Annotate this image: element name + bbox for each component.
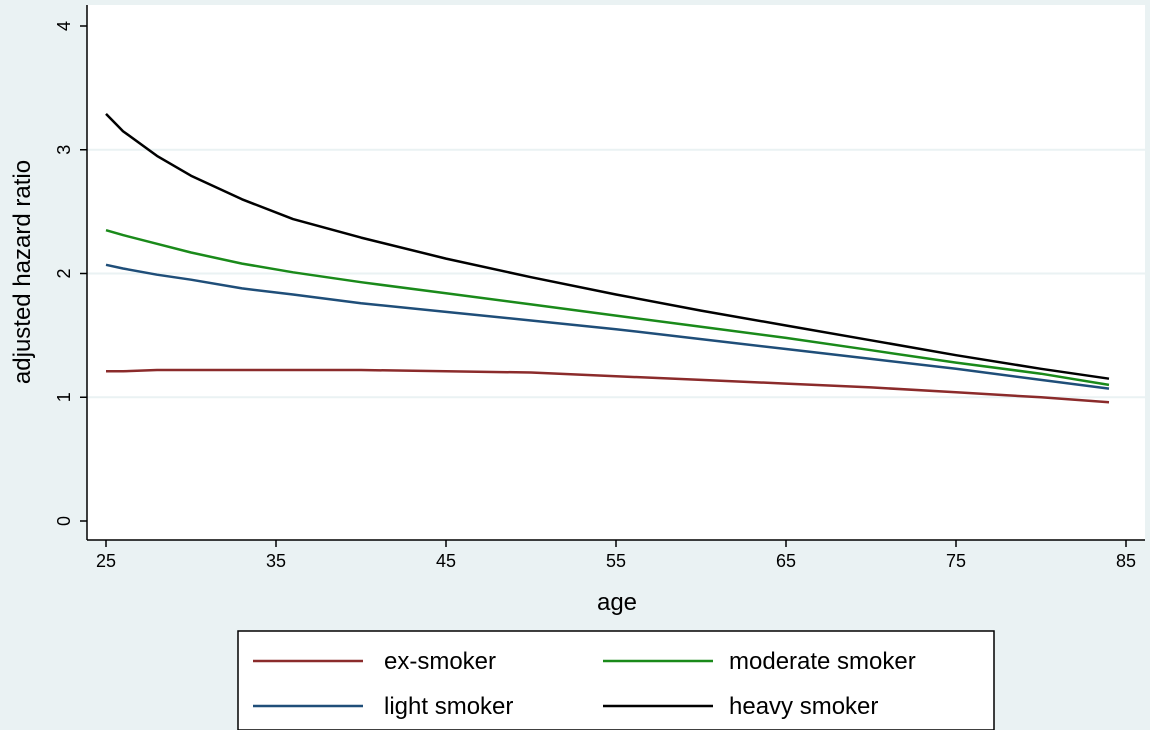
series-lines: [105, 113, 1110, 404]
y-axis-title: adjusted hazard ratio: [9, 160, 36, 384]
x-tick-label-45: 45: [436, 551, 456, 571]
y-tick-label-2: 2: [54, 268, 74, 278]
x-tick-label-65: 65: [776, 551, 796, 571]
y-tick-label-3: 3: [54, 145, 74, 155]
y-tick-label-4: 4: [54, 21, 74, 31]
x-axis-title: age: [597, 589, 637, 616]
legend: ex-smoker moderate smoker light smoker h…: [237, 630, 995, 730]
legend-box: [237, 630, 995, 730]
legend-label-ex-smoker: ex-smoker: [384, 648, 496, 675]
y-tick-label-1: 1: [54, 392, 74, 402]
legend-label-moderate-smoker: moderate smoker: [729, 648, 916, 675]
x-tick-label-85: 85: [1116, 551, 1136, 571]
legend-label-light-smoker: light smoker: [384, 693, 513, 720]
x-tick-label-55: 55: [606, 551, 626, 571]
series-line-heavy-smoker: [105, 113, 1110, 380]
x-tick-label-35: 35: [266, 551, 286, 571]
y-tick-label-0: 0: [54, 516, 74, 526]
legend-label-heavy-smoker: heavy smoker: [729, 693, 878, 720]
x-tick-label-75: 75: [946, 551, 966, 571]
axis-ticks: 0 1 2 3 4 25 35 45 55 65 75 85: [54, 21, 1136, 571]
series-line-ex-smoker: [106, 368, 1110, 404]
series-line-moderate-smoker: [105, 228, 1110, 387]
series-line-light-smoker: [105, 263, 1110, 390]
grid-lines: [87, 148, 1145, 399]
x-tick-label-25: 25: [96, 551, 116, 571]
